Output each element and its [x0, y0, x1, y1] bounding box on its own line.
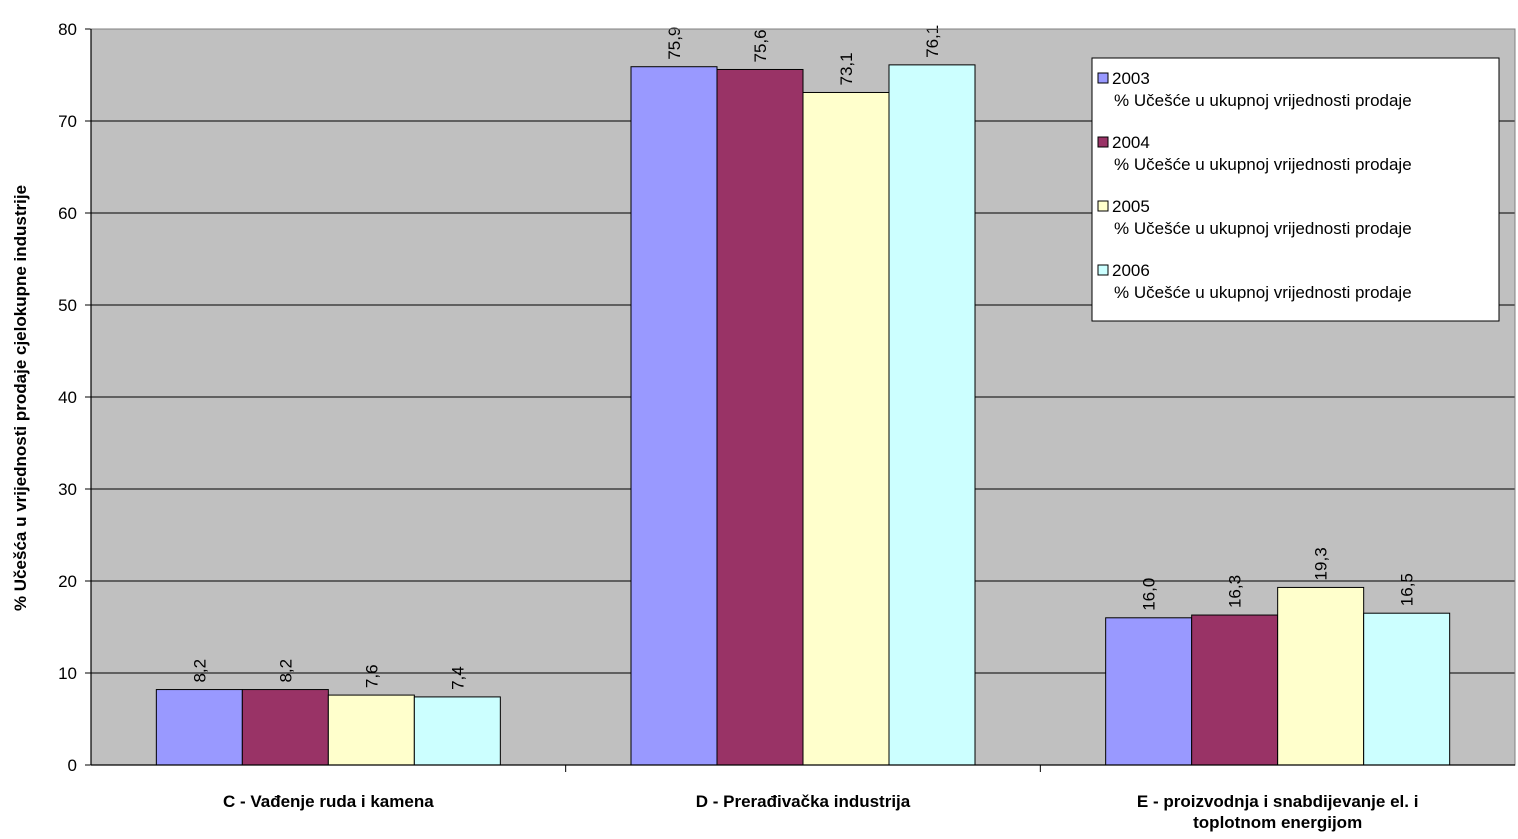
y-tick-label: 80	[58, 20, 77, 39]
legend-swatch	[1097, 200, 1109, 212]
bar-2004	[1191, 614, 1279, 766]
bars	[155, 64, 1451, 766]
x-category-label: D - Prerađivačka industrija	[696, 792, 911, 811]
data-label: 19,3	[1312, 547, 1331, 580]
y-tick-label: 20	[58, 572, 77, 591]
bar-2003	[155, 689, 243, 766]
y-tick-label: 50	[58, 296, 77, 315]
bar-2005	[802, 91, 890, 766]
y-tick-label: 70	[58, 112, 77, 131]
data-label: 76,1	[923, 25, 942, 58]
bar-2006	[1363, 612, 1451, 766]
data-label: 75,9	[665, 27, 684, 60]
legend-desc: % Učešće u ukupnoj vrijednosti prodaje	[1114, 155, 1412, 174]
x-category-label: E - proizvodnja i snabdijevanje el. i	[1137, 792, 1419, 811]
y-tick-labels: 0 10 20 30 40 50 60 70 80	[58, 20, 77, 775]
bar-2003	[630, 66, 718, 766]
legend-swatch	[1097, 264, 1109, 276]
legend-year: 2004	[1112, 133, 1150, 152]
axes	[85, 28, 1516, 772]
bar-2004	[716, 68, 804, 766]
legend-desc: % Učešće u ukupnoj vrijednosti prodaje	[1114, 91, 1412, 110]
y-tick-label: 0	[68, 756, 77, 775]
legend-year: 2005	[1112, 197, 1150, 216]
bar-2006	[413, 696, 501, 766]
data-label: 75,6	[751, 29, 770, 62]
y-tick-label: 60	[58, 204, 77, 223]
data-label: 7,4	[448, 666, 467, 690]
data-label: 16,5	[1398, 573, 1417, 606]
data-label: 16,0	[1140, 578, 1159, 611]
legend-box	[1091, 57, 1500, 322]
legend-desc: % Učešće u ukupnoj vrijednosti prodaje	[1114, 219, 1412, 238]
x-category-label: toplotnom energijom	[1193, 813, 1362, 832]
bar-2003	[1105, 617, 1193, 766]
y-axis-label: % Učešća u vrijednosti prodaje cjelokupn…	[11, 185, 30, 611]
legend-swatch	[1097, 72, 1109, 84]
x-category-labels: C - Vađenje ruda i kamena D - Prerađivačk…	[223, 792, 1418, 832]
bar-2004	[241, 689, 329, 766]
bar-labels: 8,2 8,2 7,6 7,4 75,9 75,6 73,1 76,1 16,0 16,3 19,3…	[190, 25, 1416, 690]
data-label: 7,6	[362, 664, 381, 688]
legend-swatch	[1097, 136, 1109, 148]
legend-desc: % Učešće u ukupnoj vrijednosti prodaje	[1114, 283, 1412, 302]
legend-year: 2003	[1112, 69, 1150, 88]
data-label: 8,2	[276, 659, 295, 683]
y-tick-label: 10	[58, 664, 77, 683]
data-label: 8,2	[190, 659, 209, 683]
y-tick-label: 40	[58, 388, 77, 407]
bar-2005	[1277, 586, 1365, 766]
bar-2006	[888, 64, 976, 766]
legend: 2003 % Učešće u ukupnoj vrijednosti proda…	[1091, 57, 1500, 322]
data-label: 73,1	[837, 52, 856, 85]
bar-2005	[327, 694, 415, 766]
y-tick-label: 30	[58, 480, 77, 499]
legend-year: 2006	[1112, 261, 1150, 280]
data-label: 16,3	[1226, 575, 1245, 608]
x-category-label: C - Vađenje ruda i kamena	[223, 792, 434, 811]
